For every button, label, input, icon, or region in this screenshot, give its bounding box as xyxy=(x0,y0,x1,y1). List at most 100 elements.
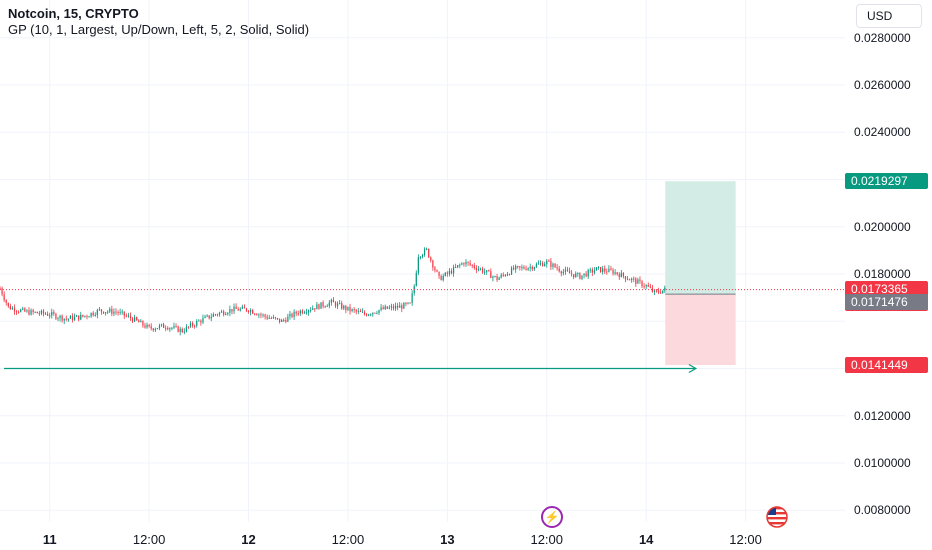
candle-body xyxy=(397,305,399,308)
candle-body xyxy=(628,279,631,281)
candle-body xyxy=(42,310,45,314)
candle-body xyxy=(239,308,241,311)
loss-zone xyxy=(665,294,736,366)
candle-body xyxy=(262,314,264,316)
candle-body xyxy=(575,273,577,278)
candle-body xyxy=(639,279,641,282)
candle-body xyxy=(167,328,169,330)
candle-body xyxy=(150,326,152,329)
candle-body xyxy=(537,263,540,265)
candle-body xyxy=(227,313,229,315)
candle-body xyxy=(26,310,28,312)
candle-body xyxy=(535,264,538,268)
candle-body xyxy=(556,267,558,269)
candle-body xyxy=(214,314,217,316)
candle-body xyxy=(587,269,589,277)
candle-body xyxy=(24,308,26,312)
candle-body xyxy=(310,309,312,311)
candle-body xyxy=(51,311,53,316)
candle-body xyxy=(297,313,299,315)
candle-body xyxy=(461,263,463,265)
candle-body xyxy=(183,331,185,333)
us-flag-icon[interactable] xyxy=(766,506,788,528)
candle-body xyxy=(314,308,316,310)
candle-body xyxy=(336,303,339,307)
candle-body xyxy=(488,270,490,272)
candle-body xyxy=(533,267,535,270)
candle-body xyxy=(119,311,121,314)
candle-body xyxy=(49,315,51,317)
candle-body xyxy=(494,276,496,278)
candle-body xyxy=(597,266,600,268)
candle-body xyxy=(591,269,593,273)
candle-body xyxy=(585,273,587,277)
candle-body xyxy=(301,310,303,314)
candle-body xyxy=(614,272,616,274)
candle-body xyxy=(446,272,448,274)
candle-body xyxy=(562,271,564,274)
indicator-label[interactable]: GP (10, 1, Largest, Up/Down, Left, 5, 2,… xyxy=(8,22,310,37)
stop-price-badge-value: 0.0141449 xyxy=(851,358,908,373)
candle-body xyxy=(318,304,320,309)
candle-body xyxy=(92,312,94,316)
candle-body xyxy=(496,276,498,280)
candle-body xyxy=(593,270,596,273)
candle-body xyxy=(278,318,281,322)
candle-body xyxy=(63,318,65,321)
candle-body xyxy=(55,313,57,319)
candle-body xyxy=(169,328,171,330)
candle-body xyxy=(475,267,477,270)
candle-body xyxy=(622,272,625,277)
candle-body xyxy=(643,286,645,288)
candle-body xyxy=(426,248,428,250)
candle-body xyxy=(144,325,146,328)
candle-body xyxy=(558,268,560,272)
candle-body xyxy=(606,271,608,273)
target-price-badge: 0.0219297 xyxy=(845,173,928,190)
candle-body xyxy=(30,310,32,315)
lightning-icon[interactable]: ⚡ xyxy=(541,506,563,528)
candle-body xyxy=(610,268,612,270)
candle-body xyxy=(303,312,306,314)
candle-body xyxy=(664,287,666,291)
candle-body xyxy=(442,275,444,281)
candle-body xyxy=(245,308,248,311)
candle-body xyxy=(552,263,554,267)
candle-body xyxy=(76,315,78,317)
candle-body xyxy=(189,323,192,327)
candle-body xyxy=(469,262,471,265)
candle-body xyxy=(328,302,330,306)
symbol-title[interactable]: Notcoin, 15, CRYPTO xyxy=(8,6,139,21)
candle-body xyxy=(568,270,571,274)
candle-body xyxy=(486,270,488,272)
candle-body xyxy=(102,311,105,314)
candle-body xyxy=(283,319,285,321)
candle-body xyxy=(266,316,268,319)
candle-body xyxy=(655,290,658,292)
candle-body xyxy=(403,303,405,309)
candle-body xyxy=(316,304,318,310)
candle-body xyxy=(604,268,606,272)
candle-body xyxy=(73,316,76,321)
candle-body xyxy=(616,272,618,275)
candle-body xyxy=(181,328,183,333)
candle-body xyxy=(467,261,469,263)
candle-body xyxy=(390,306,393,308)
candle-body xyxy=(450,270,453,274)
candle-body xyxy=(293,311,295,317)
candle-body xyxy=(243,306,246,309)
candle-body xyxy=(28,310,30,315)
candle-body xyxy=(459,264,461,266)
y-tick-label: 0.0080000 xyxy=(854,503,911,518)
candle-body xyxy=(105,312,107,314)
currency-selector[interactable]: USD xyxy=(856,4,922,28)
candle-body xyxy=(332,299,335,303)
candle-body xyxy=(272,317,275,319)
candle-body xyxy=(564,269,567,272)
candle-body xyxy=(88,316,90,318)
candle-body xyxy=(69,315,72,319)
candle-body xyxy=(477,268,480,270)
candle-body xyxy=(187,326,190,328)
candle-body xyxy=(67,318,69,320)
